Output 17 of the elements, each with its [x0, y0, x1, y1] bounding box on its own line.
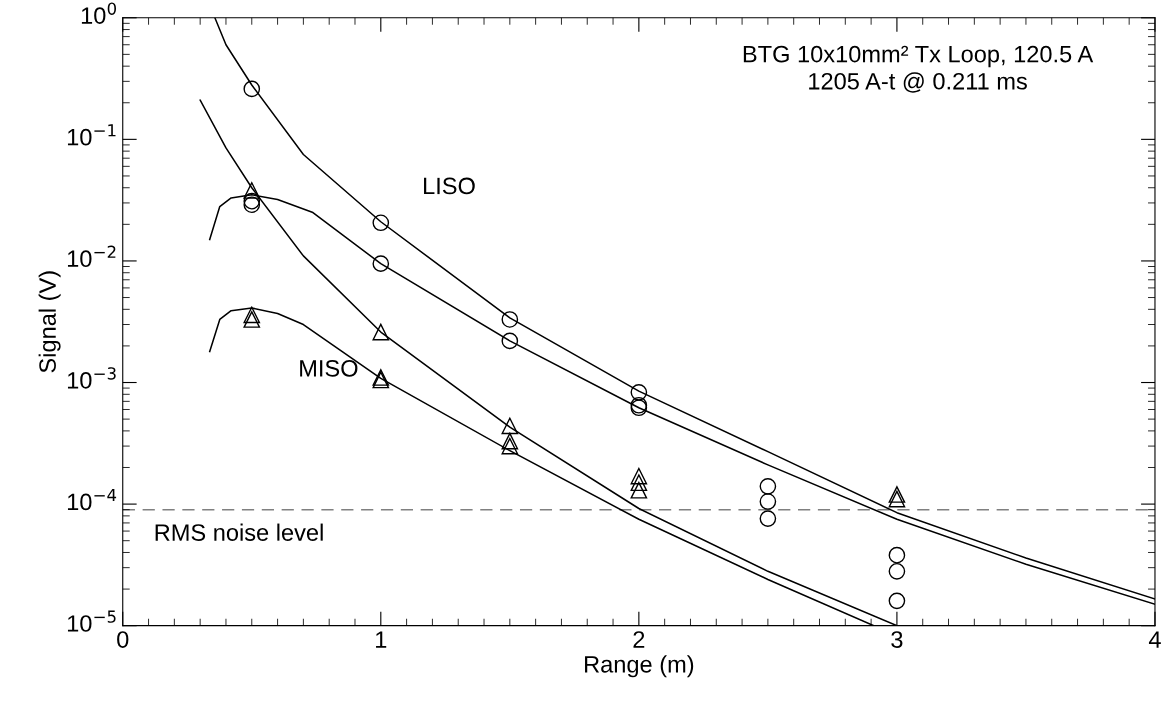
y-tick-label: 10$^{−2}$: [67, 245, 116, 268]
annotation: LISO: [424, 177, 475, 195]
y-tick-label: 10$^{−3}$: [67, 367, 116, 389]
x-axis-title: Range (m): [585, 655, 694, 678]
x-tick-label: 0: [117, 631, 129, 648]
x-tick-label: 4: [1148, 631, 1161, 648]
x-tick-label: 3: [891, 631, 903, 648]
x-tick-label: 2: [633, 631, 645, 648]
annotation: MISO: [300, 359, 358, 377]
y-tick-label: 10$^{−4}$: [67, 488, 117, 511]
y-tick-label: 10$^{−5}$: [67, 610, 116, 632]
x-tick-label: 1: [376, 631, 387, 648]
y-tick-label: 10$^{0}$: [81, 2, 117, 24]
y-axis-title: Signal (V): [38, 271, 61, 373]
y-tick-label: 10$^{−1}$: [67, 124, 116, 146]
annotation: BTG 10x10mm² Tx Loop, 120.5 A 1205 A-t @ 0.211 ms: [743, 45, 1094, 93]
ref-line-label: RMS noise level: [155, 523, 323, 541]
